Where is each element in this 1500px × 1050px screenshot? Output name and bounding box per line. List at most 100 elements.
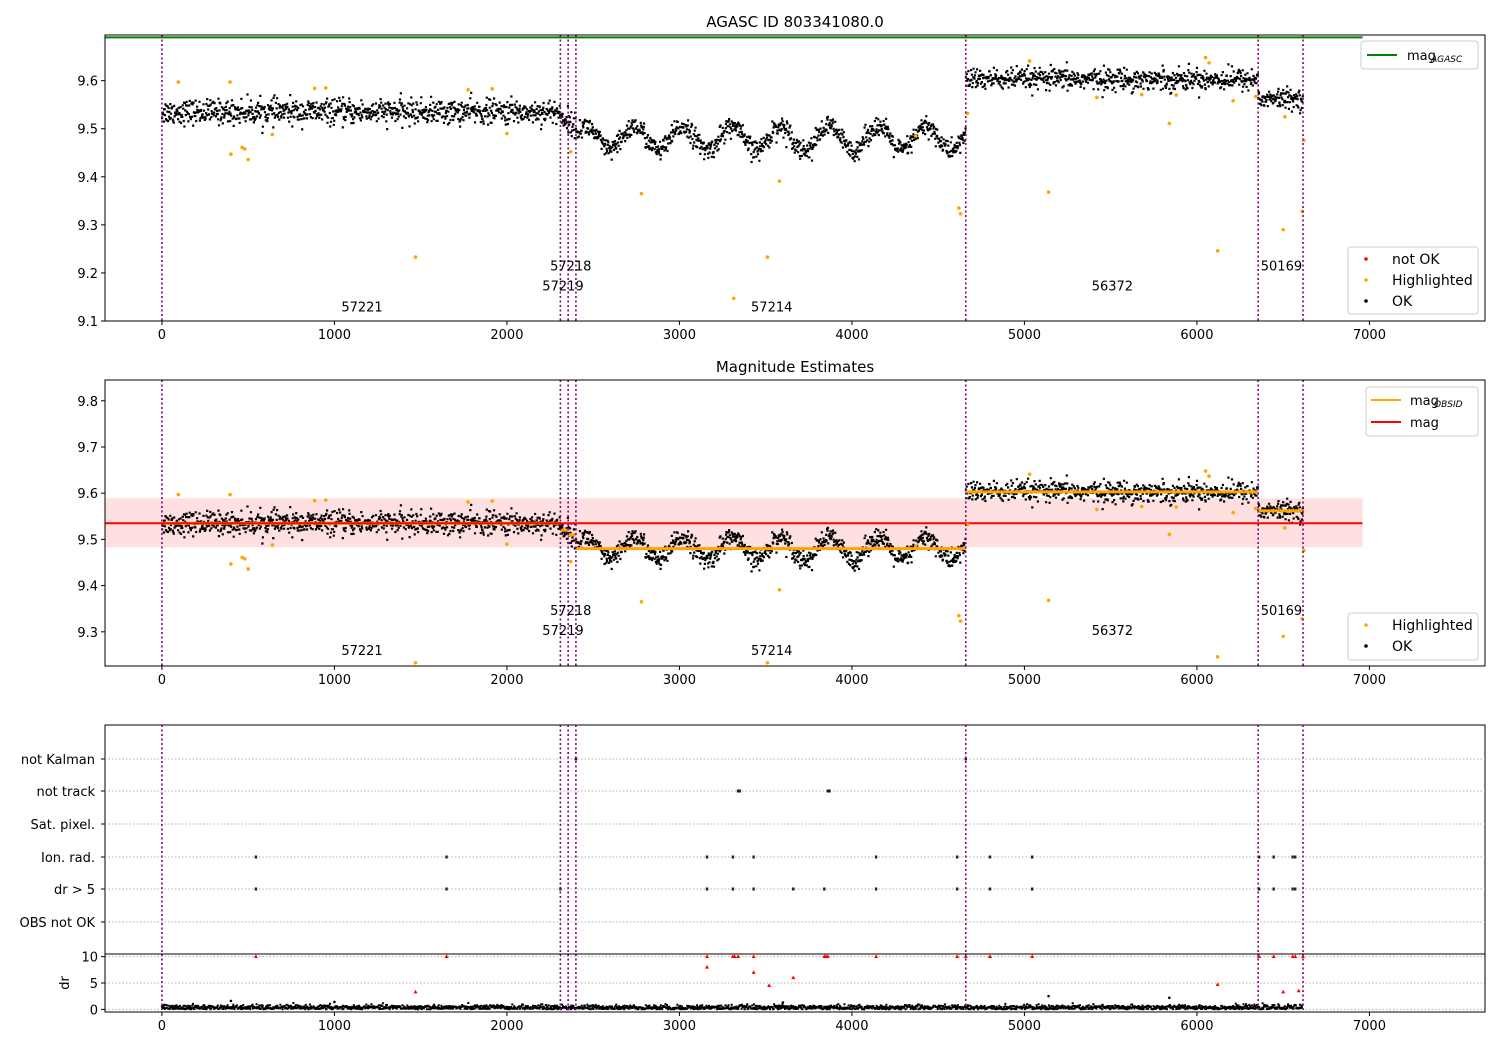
agasc-obsid-label-57221: 57221 bbox=[341, 300, 382, 315]
flag-label-4: dr > 5 bbox=[54, 883, 95, 898]
dr-black-outlier-3 bbox=[1168, 996, 1171, 1000]
flag-point-4-7 bbox=[823, 887, 826, 891]
magest-highlighted-point-6 bbox=[270, 543, 275, 547]
dr-notok-point-23 bbox=[791, 975, 796, 980]
magest-highlighted-point-12 bbox=[505, 542, 509, 546]
agasc-xtick-label-2000: 2000 bbox=[490, 328, 523, 343]
magest-ytick-label-9.6: 9.6 bbox=[77, 487, 98, 502]
dr-black-outlier-2 bbox=[1047, 994, 1050, 998]
flag-point-4-11 bbox=[1030, 887, 1034, 891]
agasc-ok-series-56372 bbox=[964, 61, 1259, 99]
magest-highlighted-point-13 bbox=[568, 559, 573, 564]
magest-highlighted-point-25 bbox=[1139, 504, 1144, 509]
agasc-highlighted-point-31 bbox=[1231, 99, 1235, 103]
flag-point-4-15 bbox=[1294, 887, 1297, 891]
dr-notok-point-14 bbox=[1030, 954, 1035, 959]
magest-highlighted-point-26 bbox=[1167, 532, 1172, 537]
agasc-highlighted-point-6 bbox=[270, 132, 275, 137]
flag-point-0-1 bbox=[964, 757, 967, 761]
flag-point-3-0 bbox=[254, 855, 258, 859]
magest-line-legend-label-0: mag bbox=[1410, 394, 1439, 409]
magest-obsid-label-56372: 56372 bbox=[1092, 624, 1133, 639]
flag-label-3: Ion. rad. bbox=[41, 851, 95, 866]
agasc-highlighted-point-22 bbox=[1027, 59, 1032, 63]
agasc-ytick-label-9.3: 9.3 bbox=[77, 219, 98, 234]
magest-legend-marker-1 bbox=[1364, 644, 1368, 648]
agasc-highlighted-point-9 bbox=[413, 255, 418, 259]
flag-point-4-1 bbox=[445, 887, 448, 891]
flag-label-2: Sat. pixel. bbox=[31, 818, 95, 833]
agasc-highlighted-point-23 bbox=[1046, 190, 1051, 194]
magest-highlighted-point-8 bbox=[324, 498, 328, 502]
flag-point-3-12 bbox=[1294, 855, 1297, 859]
dr-notok-point-11 bbox=[955, 954, 960, 959]
magest-highlighted-point-18 bbox=[913, 544, 918, 549]
agasc-ok-series-57218 bbox=[567, 111, 577, 140]
dr-ylabel: dr bbox=[58, 976, 73, 990]
dr-notok-point-24 bbox=[413, 989, 418, 994]
agasc-obsid-label-57218: 57218 bbox=[550, 260, 591, 275]
magest-highlighted-point-4 bbox=[242, 557, 247, 561]
agasc-highlighted-point-16 bbox=[765, 255, 770, 259]
flag-point-4-3 bbox=[705, 887, 709, 891]
agasc-highlighted-point-26 bbox=[1167, 121, 1172, 126]
magest-highlighted-point-11 bbox=[490, 499, 495, 503]
magest-highlighted-point-2 bbox=[229, 562, 233, 566]
agasc-line-legend: mag AGASC bbox=[1360, 40, 1479, 70]
magest-legend-label-1: OK bbox=[1392, 639, 1413, 655]
flag-point-1-3 bbox=[828, 789, 831, 793]
dr-panel: 0 5 10 0 1000 2000 3000 4000 5000 6000 7000 dr bbox=[58, 951, 1486, 1034]
magest-highlighted-points bbox=[176, 469, 1306, 665]
flag-point-3-3 bbox=[731, 855, 735, 859]
agasc-ok-series-57214 bbox=[574, 115, 967, 164]
magest-ytick-label-9.5: 9.5 bbox=[77, 533, 98, 548]
agasc-highlighted-point-0 bbox=[176, 80, 181, 84]
magest-obsid-label-57219: 57219 bbox=[542, 624, 583, 639]
magest-highlighted-point-21 bbox=[965, 522, 970, 527]
dr-notok-point-6 bbox=[751, 954, 756, 959]
agasc-xtick-label-6000: 6000 bbox=[1180, 328, 1213, 343]
mag-agasc-legend-sub: AGASC bbox=[1430, 55, 1463, 65]
agasc-point-legend: not OK Highlighted OK bbox=[1347, 246, 1479, 315]
magest-highlighted-point-31 bbox=[1231, 510, 1235, 515]
magest-xtick-label-7000: 7000 bbox=[1353, 673, 1386, 688]
agasc-legend-marker-0 bbox=[1364, 257, 1368, 261]
agasc-highlighted-point-25 bbox=[1139, 92, 1144, 97]
dr-xtick-label-6000: 6000 bbox=[1180, 1019, 1213, 1034]
magnitude-estimates-title: Magnitude Estimates bbox=[716, 358, 874, 376]
agasc-highlighted-point-7 bbox=[312, 86, 317, 91]
magest-obsid-label-57221: 57221 bbox=[341, 644, 382, 659]
flag-point-4-0 bbox=[254, 887, 258, 891]
flag-point-3-8 bbox=[1030, 855, 1034, 859]
agasc-highlighted-point-30 bbox=[1215, 249, 1220, 253]
agasc-highlighted-point-4 bbox=[242, 147, 247, 151]
magest-xtick-label-1000: 1000 bbox=[318, 673, 351, 688]
agasc-obsid-label-50169: 50169 bbox=[1261, 260, 1302, 275]
dr-notok-point-1 bbox=[444, 954, 449, 959]
agasc-highlighted-point-17 bbox=[777, 179, 782, 183]
dr-ytick-label-10: 10 bbox=[81, 951, 98, 966]
magest-xtick-label-6000: 6000 bbox=[1180, 673, 1213, 688]
magest-highlighted-point-10 bbox=[466, 500, 470, 504]
dr-notok-point-27 bbox=[1296, 988, 1301, 993]
flag-point-3-10 bbox=[1272, 855, 1275, 859]
dr-black-outlier-4 bbox=[781, 1001, 785, 1004]
agasc-legend-marker-1 bbox=[1364, 278, 1368, 282]
dr-xtick-label-4000: 4000 bbox=[835, 1019, 868, 1034]
agasc-highlighted-point-34 bbox=[1283, 114, 1287, 119]
dr-black-outlier-1 bbox=[333, 1000, 336, 1004]
flag-point-4-9 bbox=[955, 887, 959, 891]
flag-point-1-0 bbox=[736, 789, 740, 793]
magest-obsid-label-50169: 50169 bbox=[1261, 604, 1302, 619]
magest-highlighted-point-17 bbox=[777, 587, 782, 592]
flag-point-3-2 bbox=[705, 855, 709, 859]
agasc-highlighted-point-13 bbox=[568, 150, 573, 154]
magest-highlighted-point-1 bbox=[228, 492, 232, 497]
agasc-highlighted-point-18 bbox=[913, 134, 918, 138]
dr-notok-point-10 bbox=[874, 954, 879, 959]
flag-point-0-0 bbox=[574, 757, 578, 761]
flag-point-4-12 bbox=[1257, 887, 1261, 891]
magest-xtick-label-2000: 2000 bbox=[490, 673, 523, 688]
magest-obsid-label-57214: 57214 bbox=[751, 644, 792, 659]
